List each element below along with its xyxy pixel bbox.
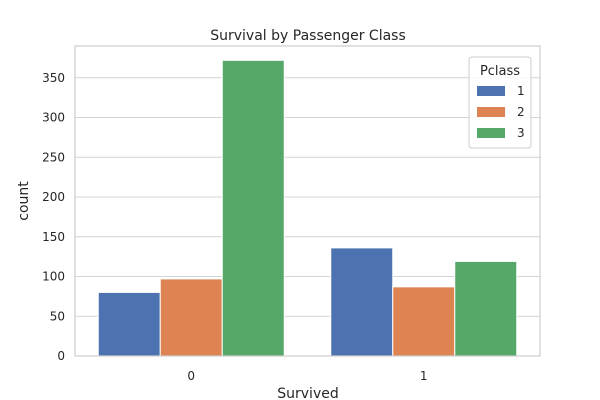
y-tick-label: 100 (42, 270, 65, 284)
bar-survived-0-pclass-3 (221, 59, 285, 357)
legend: Pclass 1 2 3 (468, 56, 532, 149)
y-tick-label: 200 (42, 190, 65, 204)
legend-swatch (477, 128, 505, 138)
legend-box (468, 56, 532, 149)
y-tick-label: 150 (42, 230, 65, 244)
bar-survived-1-pclass-1 (330, 247, 394, 357)
plot-frame (74, 45, 541, 357)
legend-swatch (477, 107, 505, 117)
y-tick-label: 300 (42, 111, 65, 125)
y-tick-label: 250 (42, 150, 65, 164)
x-tick-label: 1 (420, 369, 428, 383)
legend-label: 1 (517, 84, 525, 98)
x-axis-title: Survived (277, 386, 338, 400)
bar-survived-0-pclass-1 (97, 291, 161, 357)
bar-survived-0-pclass-2 (159, 278, 223, 357)
legend-swatch (477, 86, 505, 96)
y-tick-label: 350 (42, 71, 65, 85)
bar-survived-1-pclass-3 (454, 260, 518, 357)
y-axis-ticks: 0 50 100 150 200 250 300 350 (42, 71, 65, 363)
legend-title: Pclass (480, 64, 520, 79)
legend-label: 2 (517, 105, 525, 119)
y-axis-title: count (16, 181, 32, 221)
bars (97, 59, 518, 357)
x-tick-label: 0 (187, 369, 195, 383)
bar-survived-1-pclass-2 (392, 286, 456, 357)
y-tick-label: 0 (57, 349, 65, 363)
legend-label: 3 (517, 126, 525, 140)
chart-title: Survival by Passenger Class (210, 28, 406, 44)
y-tick-label: 50 (50, 309, 65, 323)
